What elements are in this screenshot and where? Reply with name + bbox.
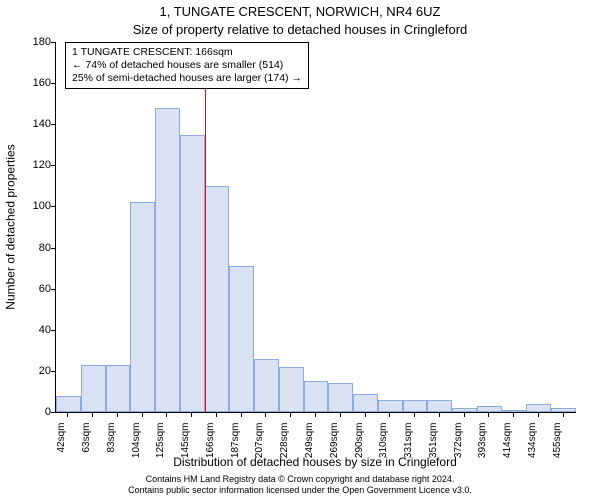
x-tick-mark: [216, 413, 217, 417]
y-tick-mark: [51, 42, 55, 43]
histogram-bar: [526, 404, 551, 412]
footer-line2: Contains public sector information licen…: [0, 485, 600, 496]
x-tick-mark: [241, 413, 242, 417]
histogram-bar: [378, 400, 403, 412]
x-tick-mark: [389, 413, 390, 417]
x-tick-mark: [563, 413, 564, 417]
histogram-bar: [403, 400, 428, 412]
histogram-bar: [328, 383, 353, 412]
histogram-bar: [180, 135, 205, 413]
y-tick-label: 0: [21, 406, 51, 418]
histogram-bar: [155, 108, 180, 412]
y-tick-label: 100: [21, 200, 51, 212]
histogram-bar: [551, 408, 576, 412]
annotation-line: 25% of semi-detached houses are larger (…: [72, 72, 302, 85]
x-tick-mark: [67, 413, 68, 417]
x-tick-mark: [92, 413, 93, 417]
histogram-bar: [279, 367, 304, 412]
y-tick-mark: [51, 206, 55, 207]
y-tick-mark: [51, 330, 55, 331]
footer-attribution: Contains HM Land Registry data © Crown c…: [0, 474, 600, 496]
y-tick-label: 40: [21, 324, 51, 336]
chart-title-line2: Size of property relative to detached ho…: [0, 22, 600, 37]
y-tick-mark: [51, 124, 55, 125]
x-tick-mark: [439, 413, 440, 417]
chart-title-line1: 1, TUNGATE CRESCENT, NORWICH, NR4 6UZ: [0, 4, 600, 19]
y-tick-label: 180: [21, 36, 51, 48]
annotation-line: ← 74% of detached houses are smaller (51…: [72, 59, 302, 72]
x-tick-mark: [488, 413, 489, 417]
x-tick-mark: [117, 413, 118, 417]
annotation-box: 1 TUNGATE CRESCENT: 166sqm← 74% of detac…: [65, 42, 309, 89]
y-tick-label: 80: [21, 242, 51, 254]
x-tick-mark: [513, 413, 514, 417]
x-tick-mark: [414, 413, 415, 417]
histogram-bar: [56, 396, 81, 412]
x-tick-mark: [290, 413, 291, 417]
histogram-bar: [502, 410, 527, 412]
y-tick-mark: [51, 412, 55, 413]
footer-line1: Contains HM Land Registry data © Crown c…: [0, 474, 600, 485]
x-tick-mark: [464, 413, 465, 417]
y-tick-mark: [51, 248, 55, 249]
y-axis-label: Number of detached properties: [4, 42, 18, 412]
annotation-line: 1 TUNGATE CRESCENT: 166sqm: [72, 46, 302, 59]
histogram-bar: [229, 266, 254, 412]
histogram-bar: [304, 381, 329, 412]
y-tick-mark: [51, 83, 55, 84]
plot-area: [55, 42, 576, 413]
y-tick-label: 120: [21, 159, 51, 171]
histogram-bar: [106, 365, 131, 412]
histogram-bar: [205, 186, 230, 412]
chart-root: 1, TUNGATE CRESCENT, NORWICH, NR4 6UZ Si…: [0, 0, 600, 500]
y-tick-label: 60: [21, 283, 51, 295]
histogram-bar: [130, 202, 155, 412]
x-tick-mark: [166, 413, 167, 417]
y-tick-label: 20: [21, 365, 51, 377]
y-tick-label: 160: [21, 77, 51, 89]
x-tick-mark: [142, 413, 143, 417]
histogram-bar: [353, 394, 378, 413]
x-axis-label: Distribution of detached houses by size …: [55, 455, 575, 469]
x-tick-mark: [538, 413, 539, 417]
y-tick-mark: [51, 289, 55, 290]
histogram-bar: [254, 359, 279, 412]
reference-line: [205, 42, 206, 412]
y-tick-label: 140: [21, 118, 51, 130]
x-tick-mark: [191, 413, 192, 417]
y-tick-mark: [51, 165, 55, 166]
histogram-bar: [427, 400, 452, 412]
y-tick-mark: [51, 371, 55, 372]
histogram-bar: [477, 406, 502, 412]
x-tick-mark: [340, 413, 341, 417]
histogram-bar: [81, 365, 106, 412]
x-tick-mark: [365, 413, 366, 417]
x-tick-mark: [265, 413, 266, 417]
x-tick-mark: [315, 413, 316, 417]
histogram-bar: [452, 408, 477, 412]
